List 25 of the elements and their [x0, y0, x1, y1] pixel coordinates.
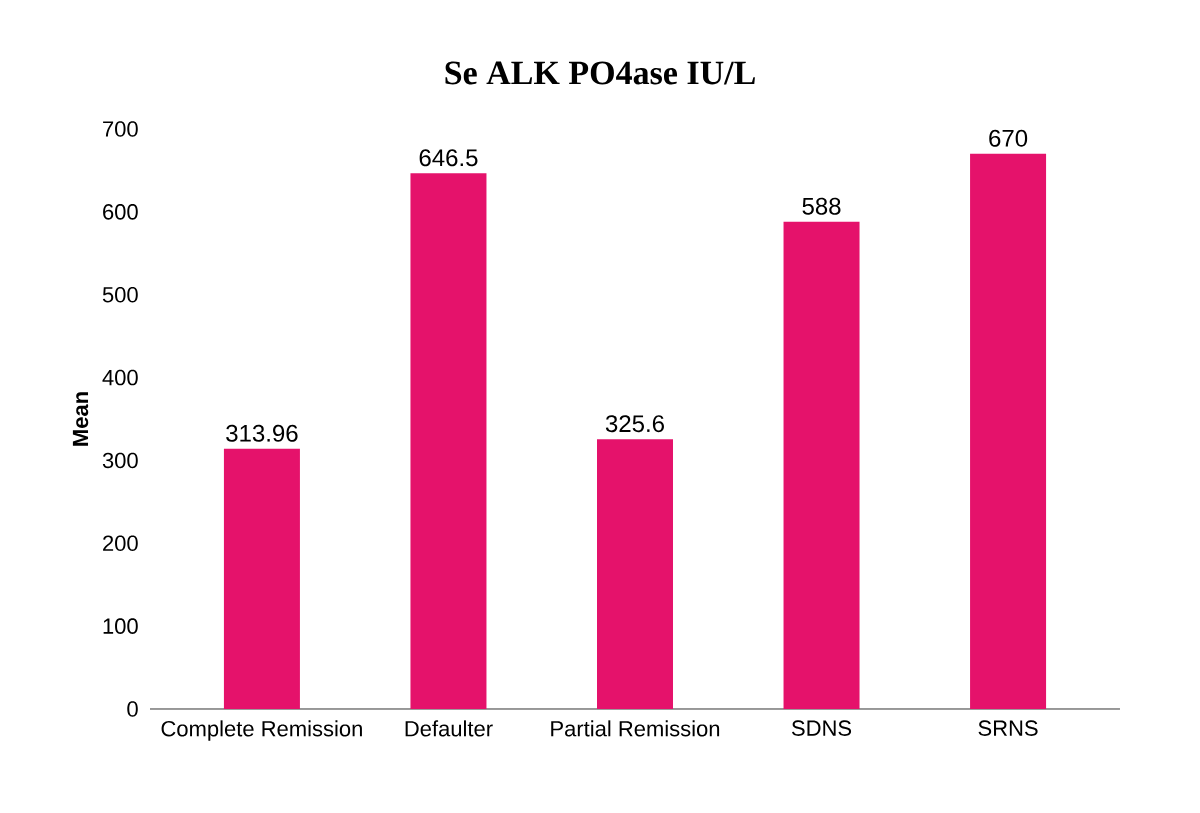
y-axis-title: Mean	[72, 392, 89, 446]
bar	[597, 439, 673, 709]
data-label: 646.5	[419, 149, 478, 167]
data-label: 670	[989, 129, 1028, 147]
chart-title: Se ALK PO4ase IU/L	[445, 61, 755, 85]
data-label: 313.96	[226, 424, 298, 442]
bar	[410, 173, 487, 709]
x-tick-label: SDNS	[791, 720, 852, 736]
x-tick-label: Complete Remission	[161, 720, 362, 741]
bar	[970, 153, 1047, 709]
y-tick-label: 400	[102, 369, 138, 386]
y-tick-label: 700	[103, 121, 138, 137]
y-tick-label: 500	[102, 286, 138, 303]
bar	[223, 448, 300, 709]
y-tick-label: 300	[102, 452, 138, 469]
x-tick-label: SRNS	[978, 720, 1038, 736]
y-tick-label: 600	[103, 204, 138, 220]
data-label: 325.6	[605, 415, 664, 433]
x-tick-label: Defaulter	[405, 720, 493, 737]
y-tick-label: 200	[103, 535, 138, 552]
x-tick-label: Partial Remission	[551, 720, 720, 737]
bar	[783, 221, 860, 709]
y-tick-label: 0	[127, 701, 138, 717]
data-label: 588	[802, 197, 841, 215]
y-tick-label: 100	[103, 618, 138, 634]
